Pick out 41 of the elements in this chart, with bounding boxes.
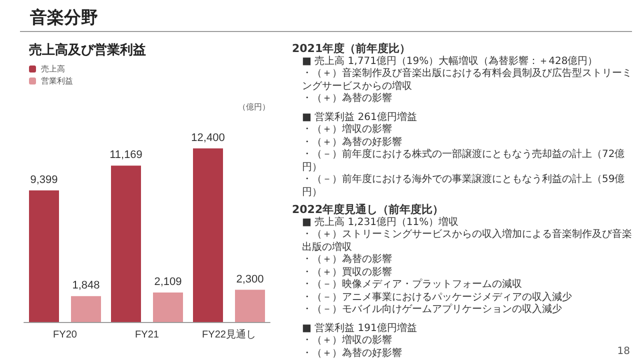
bar (235, 290, 265, 322)
bar (111, 166, 141, 322)
text: 18 (617, 346, 630, 357)
text: ・（＋）為替の影響 (301, 93, 393, 106)
data-label: 2,109 (154, 276, 182, 288)
text: 2022年度見通し（前年度比） (292, 203, 445, 216)
text: ・（－）モバイル向けゲームアプリケーションの収入減少 (301, 304, 563, 316)
text: 2021年度（前年度比） (292, 42, 412, 56)
text: ・（＋）増収の影響 (301, 124, 393, 136)
text: ・（－）映像メディア・プラットフォームの減収 (301, 279, 523, 292)
text: ・（＋）音楽制作及び音楽出版における有料会員制及び広告型ストリーミングサービスからの増収 (301, 68, 632, 92)
text: ・（＋）買収の影響 (301, 266, 393, 278)
legend-label: 売上高 (41, 64, 65, 74)
bar (71, 296, 101, 322)
text: ・（－）前年度における海外での事業譲渡にともなう利益の計上（59億円） (301, 174, 626, 199)
text: ・（＋）ストリーミングサービスからの収入増加による音楽制作及び音楽出版の増収 (301, 229, 632, 254)
text: ■ 売上高 1,231億円（11%）増収 (301, 216, 460, 229)
text: ・（＋）為替の好影響 (301, 136, 403, 148)
text: ・（＋）為替の好影響 (302, 348, 402, 358)
text: ■ 営業利益 191億円増益 (301, 322, 418, 334)
chart-subtitle: 売上高及び営業利益 (29, 42, 146, 57)
data-label: 12,400 (191, 132, 225, 144)
text: ■ 売上高 1,771億円（19%）大幅増収（為替影響：＋428億円） (301, 56, 599, 68)
data-label: 1,848 (72, 280, 100, 292)
x-tick-label: FY21 (135, 330, 160, 340)
bar (29, 190, 59, 322)
x-tick-label: FY20 (53, 330, 78, 340)
text: ・（－）前年度における株式の一部譲渡にともなう売却益の計上（72億円） (301, 149, 626, 174)
chart-title: 音楽分野 (30, 7, 98, 29)
text: ■ 営業利益 261億円増益 (301, 112, 418, 124)
x-tick-label: FY22見通し (202, 328, 256, 340)
text: ・（－）アニメ事業におけるパッケージメディアの収入減少 (301, 292, 573, 304)
data-label: 11,169 (110, 149, 142, 162)
legend-label: 営業利益 (41, 76, 73, 86)
bar (153, 292, 183, 322)
bar (193, 148, 223, 322)
y-axis-title: （億円） (238, 102, 270, 112)
data-label: 9,399 (30, 174, 58, 186)
data-label: 2,300 (236, 273, 264, 286)
text: ・（＋）為替の影響 (301, 254, 393, 266)
text: ・（＋）増収の影響 (301, 335, 393, 348)
